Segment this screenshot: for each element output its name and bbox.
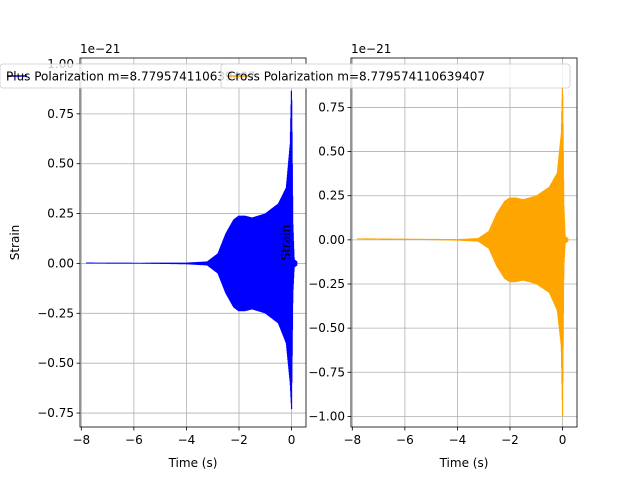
x-tick-label: 0 [559,433,567,447]
chart-panel-1: −8 −6 −4 −2 0 −0.75 −0.50 −0.25 0.00 0.25 0.50 0.75… [8,42,307,470]
y-tick-label: −0.50 [37,356,74,370]
y-tick-label: −0.25 [37,306,74,320]
x-tick-label: −4 [449,433,467,447]
axes-frame [79,57,307,428]
legend-label: Cross Polarization m=8.779574110639407 [227,70,485,84]
x-tick-label: −6 [396,433,414,447]
y-tick-label: −0.50 [308,321,345,335]
y-tick-label: −0.25 [308,277,345,291]
series-line-1 [356,87,569,417]
series-line-1 [85,90,298,410]
y-tick-label: 0.00 [47,256,74,270]
x-tick-label: 0 [288,433,296,447]
chart-panel-2: −8 −6 −4 −2 0 −1.00 −0.75 −0.50 −0.25 0.00 0.25 0.5… [279,42,578,470]
legend-box [220,63,571,89]
y-tick-label: 0.00 [318,233,345,247]
x-tick-label: −8 [72,433,90,447]
y-tick-label: 0.75 [47,107,74,121]
legend-label: Plus Polarization m=8.779574110639407 [6,70,256,84]
y-tick-label: 0.50 [47,157,74,171]
axes-frame [350,57,578,428]
y-tick-label: −0.75 [308,365,345,379]
y-axis-label: Strain [279,225,293,261]
x-tick-label: −6 [125,433,143,447]
y-tick-label: −0.75 [37,406,74,420]
y-tick-label: −1.00 [308,409,345,423]
y-axis-label: Strain [8,225,22,261]
x-tick-label: −4 [178,433,196,447]
y-tick-label: 0.75 [318,100,345,114]
x-axis-label: Time (s) [439,456,489,470]
legend-2: Cross Polarization m=8.779574110639407 [220,63,571,89]
x-axis-label: Time (s) [168,456,218,470]
x-tick-label: −2 [501,433,519,447]
y-offset-text: 1e−21 [80,42,120,56]
y-tick-label: 0.50 [318,145,345,159]
y-tick-label: 0.25 [318,189,345,203]
x-tick-label: −2 [230,433,248,447]
y-tick-label: 0.25 [47,207,74,221]
y-offset-text: 1e−21 [351,42,391,56]
x-tick-label: −8 [343,433,361,447]
